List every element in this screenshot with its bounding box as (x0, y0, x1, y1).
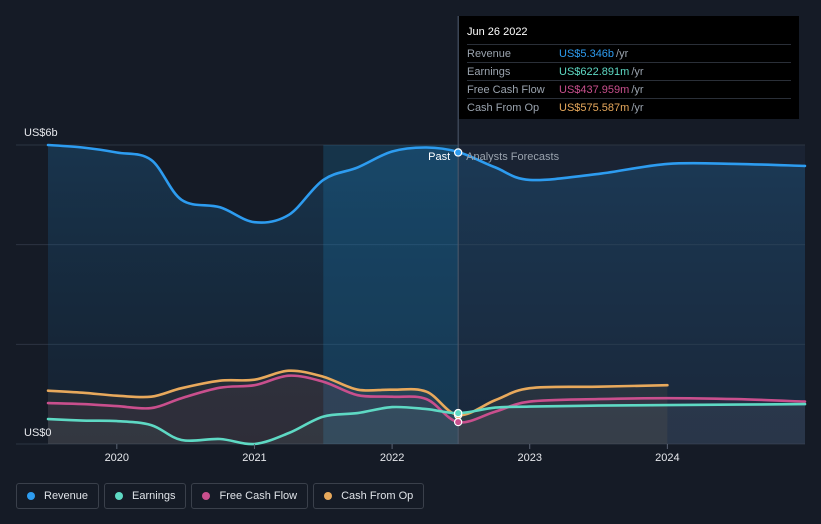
marker-free-cash-flow (453, 417, 463, 427)
tooltip-value: US$5.346b (559, 47, 615, 60)
tooltip-row-revenue: Revenue US$5.346b /yr (467, 44, 791, 62)
tooltip-row-free-cash-flow: Free Cash Flow US$437.959m /yr (467, 80, 791, 98)
tooltip-label: Earnings (467, 65, 511, 78)
past-label: Past (428, 151, 450, 163)
tooltip-label: Free Cash Flow (467, 83, 545, 96)
series-line-cash-from-op (46, 369, 669, 417)
legend-label: Free Cash Flow (219, 490, 298, 502)
legend-label: Earnings (132, 490, 176, 502)
x-tick-label: 2021 (242, 452, 266, 464)
x-tick-label: 2020 (105, 452, 129, 464)
legend-dot-icon (27, 492, 35, 500)
legend: Revenue Earnings Free Cash Flow Cash Fro… (16, 483, 425, 509)
highlight-band (323, 145, 459, 444)
marker-revenue (453, 148, 463, 157)
series-line-earnings (46, 402, 807, 446)
tooltip-unit: /yr (631, 83, 644, 96)
tooltip-value: US$437.959m (559, 83, 630, 96)
tooltip-unit: /yr (631, 65, 644, 78)
tooltip-label: Cash From Op (467, 101, 540, 114)
x-tick-label: 2023 (517, 452, 541, 464)
y-axis-top-label: US$6b (24, 127, 58, 139)
tooltip-value: US$622.891m (559, 65, 630, 78)
tooltip-value: US$575.587m (559, 101, 630, 114)
forecast-label: Analysts Forecasts (466, 151, 559, 163)
series-area-3 (48, 370, 668, 444)
x-tick-label: 2022 (380, 452, 404, 464)
y-axis-bottom-label: US$0 (24, 427, 52, 439)
series-line-revenue (46, 143, 807, 224)
tooltip-row-earnings: Earnings US$622.891m /yr (467, 62, 791, 80)
series-line-free-cash-flow (46, 374, 807, 424)
legend-dot-icon (202, 492, 211, 500)
financial-chart: Past Analysts Forecasts US$6b US$0 2020 2021 2… (16, 16, 807, 464)
tooltip-unit: /yr (631, 101, 644, 114)
legend-item-cash-from-op[interactable]: Cash From Op (313, 483, 425, 509)
legend-item-free-cash-flow[interactable]: Free Cash Flow (191, 483, 309, 509)
revenue-area (48, 145, 805, 444)
legend-item-revenue[interactable]: Revenue (16, 483, 100, 509)
tooltip-date: Jun 26 2022 (467, 26, 528, 38)
x-tick-label: 2024 (655, 452, 679, 464)
series-area-1 (48, 404, 805, 445)
legend-label: Cash From Op (341, 490, 414, 502)
tooltip-label: Revenue (467, 47, 512, 60)
tooltip-row-cash-from-op: Cash From Op US$575.587m /yr (467, 98, 791, 116)
legend-dot-icon (324, 492, 333, 500)
marker-earnings (453, 408, 463, 418)
tooltip: Jun 26 2022 Revenue US$5.346b /yr Earnin… (459, 16, 799, 119)
legend-item-earnings[interactable]: Earnings (104, 483, 187, 509)
legend-dot-icon (115, 492, 124, 500)
tooltip-unit: /yr (616, 47, 629, 60)
legend-label: Revenue (44, 490, 89, 502)
